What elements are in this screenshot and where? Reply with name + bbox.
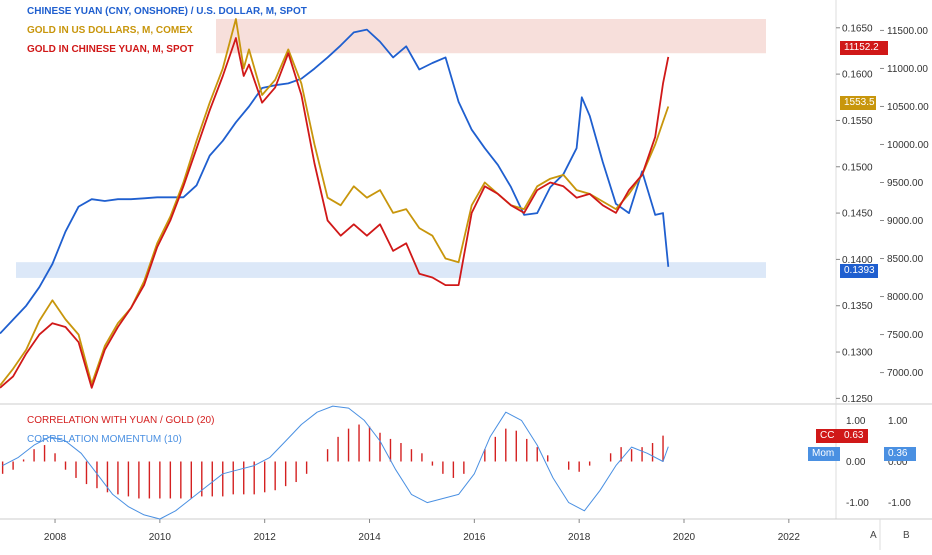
axis-b-label: B: [903, 530, 910, 541]
x-tick-label: 2016: [463, 532, 486, 543]
cc-value-tag: 0.63: [840, 429, 868, 443]
y-left-tick-label: 0.1250: [842, 394, 873, 405]
x-tick-label: 2008: [44, 532, 67, 543]
y-right-tick-label: 11000.00: [887, 64, 928, 75]
y-left-tick-label: 0.1550: [842, 116, 873, 127]
legend-gold-usd: GOLD IN US DOLLARS, M, COMEX: [27, 25, 193, 36]
y-left-tick-label: 0.1500: [842, 162, 873, 173]
x-tick-label: 2018: [568, 532, 591, 543]
legend-gold-cny: GOLD IN CHINESE YUAN, M, SPOT: [27, 44, 194, 55]
y-right-tick-label: 7000.00: [887, 368, 924, 379]
support-band: [16, 262, 766, 278]
x-tick-label: 2014: [358, 532, 381, 543]
lower-right-tick-label: -1.00: [888, 498, 911, 509]
legend-momentum: CORRELATION MOMENTUM (10): [27, 434, 182, 445]
y-right-tick-label: 9500.00: [887, 178, 924, 189]
y-left-tick-label: 0.1650: [842, 23, 873, 34]
series-gold-cny-line: [0, 37, 670, 389]
y-left-tick-label: 0.1350: [842, 301, 873, 312]
x-tick-label: 2020: [673, 532, 696, 543]
lower-right-tick-label: 0.00: [888, 457, 908, 468]
lower-left-tick-label: -1.00: [846, 498, 869, 509]
series-momentum-line: [2, 405, 669, 520]
lower-right-tick-label: 1.00: [888, 416, 908, 427]
legend-correlation: CORRELATION WITH YUAN / GOLD (20): [27, 415, 215, 426]
lower-left-tick-label: 1.00: [846, 416, 866, 427]
y-right-tick-label: 8000.00: [887, 292, 924, 303]
x-tick-label: 2022: [778, 532, 801, 543]
y-left-tick-label: 0.1300: [842, 348, 873, 359]
y-left-tick-label: 0.1600: [842, 70, 873, 81]
legend-yuan: CHINESE YUAN (CNY, ONSHORE) / U.S. DOLLA…: [27, 6, 307, 17]
resistance-band: [216, 19, 766, 54]
y-right-tick-label: 9000.00: [887, 216, 924, 227]
mom-value-tag: 0.36: [884, 447, 916, 461]
series-gold-usd-line: [0, 18, 670, 387]
y-left-tick-label: 0.1450: [842, 209, 873, 220]
price-tag-gold-usd: 1553.5: [840, 96, 876, 110]
lower-left-tick-label: 0.00: [846, 457, 866, 468]
mom-label-tag: Mom: [808, 447, 840, 461]
y-right-tick-label: 7500.00: [887, 330, 924, 341]
x-tick-label: 2010: [149, 532, 172, 543]
y-left-tick-label: 0.1400: [842, 255, 873, 266]
y-right-tick-label: 10500.00: [887, 102, 929, 113]
series-yuan-line: [0, 28, 670, 335]
cc-label-tag: CC: [816, 429, 840, 443]
price-tag-gold-cny: 11152.2: [840, 41, 888, 55]
y-right-tick-label: 8500.00: [887, 254, 924, 265]
price-tag-yuan: 0.1393: [840, 264, 878, 278]
x-tick-label: 2012: [254, 532, 277, 543]
axis-a-label: A: [870, 530, 877, 541]
y-right-tick-label: 10000.00: [887, 140, 929, 151]
y-right-tick-label: 11500.00: [887, 26, 928, 37]
